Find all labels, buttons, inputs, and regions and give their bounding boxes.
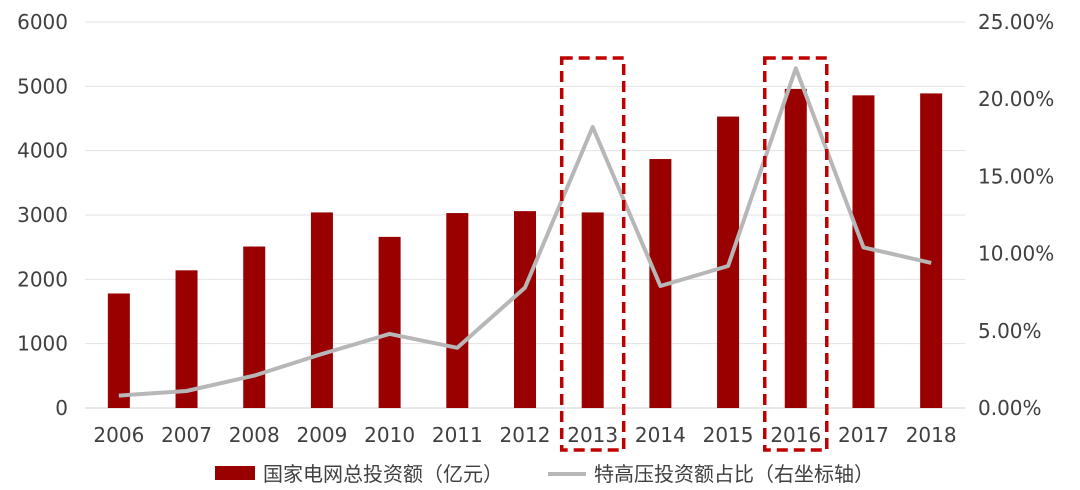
right-tick-label: 10.00%: [978, 242, 1054, 266]
right-tick-label: 0.00%: [978, 396, 1042, 420]
bar: [243, 246, 266, 408]
left-tick-label: 6000: [17, 10, 68, 34]
bar: [310, 212, 333, 408]
share-line-series: [118, 66, 932, 398]
right-tick-label: 5.00%: [978, 319, 1042, 343]
right-tick-label: 20.00%: [978, 87, 1054, 111]
x-tick-label: 2011: [432, 423, 483, 447]
left-tick-label: 1000: [17, 332, 68, 356]
left-axis-ticks: 0 1000 2000 3000 4000 5000 6000: [17, 10, 68, 420]
x-tick-label: 2013: [567, 423, 618, 447]
bar: [920, 93, 943, 408]
right-tick-label: 25.00%: [978, 10, 1054, 34]
right-axis-ticks: 0.00% 5.00% 10.00% 15.00% 20.00% 25.00%: [978, 10, 1054, 420]
x-tick-label: 2016: [770, 423, 821, 447]
x-tick-label: 2008: [229, 423, 280, 447]
x-tick-label: 2006: [93, 423, 144, 447]
left-tick-label: 0: [55, 396, 68, 420]
x-tick-label: 2007: [161, 423, 212, 447]
x-tick-label: 2012: [500, 423, 551, 447]
left-tick-label: 5000: [17, 74, 68, 98]
highlight-boxes: [559, 56, 829, 452]
bar: [446, 213, 469, 408]
legend-bar-label: 国家电网总投资额（亿元）: [263, 462, 503, 486]
x-tick-label: 2018: [906, 423, 957, 447]
bar: [852, 95, 875, 408]
bar: [107, 293, 130, 408]
bar: [514, 211, 536, 408]
x-tick-label: 2009: [296, 423, 347, 447]
left-tick-label: 3000: [17, 203, 68, 227]
x-axis-ticks: 2006 2007 2008 2009 2010 2011 2012 2013 2014 2015…: [93, 423, 956, 447]
bar: [581, 212, 604, 408]
legend: 国家电网总投资额（亿元） 特高压投资额占比（右坐标轴）: [215, 462, 874, 486]
bar: [784, 88, 807, 408]
left-tick-label: 2000: [17, 267, 68, 291]
legend-bar-swatch: [215, 466, 255, 480]
left-tick-label: 4000: [17, 139, 68, 163]
highlight-box: [559, 56, 626, 452]
x-tick-label: 2015: [703, 423, 754, 447]
x-tick-label: 2017: [838, 423, 889, 447]
legend-line-label: 特高压投资额占比（右坐标轴）: [594, 462, 874, 486]
x-tick-label: 2010: [364, 423, 415, 447]
right-tick-label: 15.00%: [978, 164, 1054, 188]
x-tick-label: 2014: [635, 423, 686, 447]
bar-series: [107, 88, 943, 408]
bar: [175, 270, 198, 408]
bar: [378, 236, 401, 408]
highlight-box: [763, 56, 829, 452]
